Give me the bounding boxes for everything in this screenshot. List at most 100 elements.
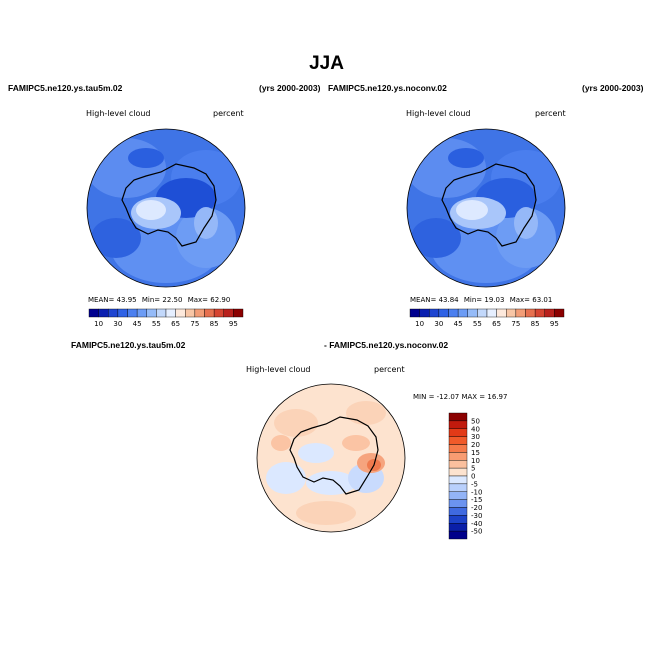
panel1-years: (yrs 2000-2003) bbox=[259, 83, 321, 93]
diff-colorbar-swatch bbox=[448, 515, 468, 524]
panel2-max-value: 63.01 bbox=[532, 296, 553, 304]
panel2-units-label: percent bbox=[535, 109, 566, 118]
diff-colorbar-swatch bbox=[448, 507, 468, 516]
panel2-colorbar-swatch bbox=[496, 308, 507, 318]
diff-min-max: MIN = -12.07 MAX = 16.97 bbox=[413, 393, 508, 401]
diff-colorbar-swatch bbox=[448, 412, 468, 422]
diff-colorbar-tick-label: 20 bbox=[471, 441, 480, 449]
panel2-colorbar-swatch bbox=[477, 308, 488, 318]
panel2-colorbar-swatch bbox=[419, 308, 430, 318]
panel1-colorbar-tick-label: 85 bbox=[210, 320, 219, 328]
panel1-colorbar-swatch bbox=[117, 308, 128, 318]
diff-subtracted-case: - FAMIPC5.ne120.ys.noconv.02 bbox=[324, 340, 449, 350]
diff-colorbar-tick-label: 10 bbox=[471, 457, 480, 465]
panel1-colorbar-swatch bbox=[156, 308, 167, 318]
panel2-colorbar-tick-label: 55 bbox=[473, 320, 482, 328]
panel2-colorbar-swatch bbox=[457, 308, 468, 318]
panel1-colorbar-tick-label: 65 bbox=[171, 320, 180, 328]
diff-colorbar-swatch bbox=[448, 483, 468, 492]
panel2-colorbar-swatch bbox=[438, 308, 449, 318]
panel2-stats: MEAN= 43.84 Min= 19.03 Max= 63.01 bbox=[410, 296, 552, 304]
panel1-colorbar-swatch bbox=[204, 308, 215, 318]
diff-map bbox=[256, 383, 406, 533]
panel1-colorbar-swatch bbox=[185, 308, 196, 318]
panel1-min-label: Min= bbox=[141, 296, 161, 304]
panel2-map bbox=[406, 128, 566, 288]
diff-colorbar-tick-label: -30 bbox=[471, 512, 482, 520]
panel1-colorbar-swatch bbox=[98, 308, 109, 318]
diff-colorbar-tick-label: 15 bbox=[471, 449, 480, 457]
panel2-mean-label: MEAN= bbox=[410, 296, 437, 304]
panel2-colorbar-tick-label: 85 bbox=[531, 320, 540, 328]
panel2-colorbar-tick-label: 65 bbox=[492, 320, 501, 328]
panel1-antarctica-outline bbox=[121, 163, 217, 247]
diff-colorbar-swatch bbox=[448, 428, 468, 437]
panel1-mean-label: MEAN= bbox=[88, 296, 115, 304]
panel1-map bbox=[86, 128, 246, 288]
panel2-mean-value: 43.84 bbox=[438, 296, 459, 304]
panel1-colorbar: 10 30 45 55 65 75 85 95 bbox=[88, 308, 244, 328]
panel2-colorbar-swatch bbox=[467, 308, 478, 318]
diff-colorbar-swatch bbox=[448, 467, 468, 477]
diff-colorbar-tick-label: -40 bbox=[471, 520, 482, 528]
panel2-colorbar-tick-label: 75 bbox=[511, 320, 520, 328]
panel2-colorbar-tick-label: 45 bbox=[454, 320, 463, 328]
diff-colorbar-swatch bbox=[448, 491, 468, 500]
diff-units-label: percent bbox=[374, 365, 405, 374]
diff-colorbar-swatch bbox=[448, 420, 468, 429]
diff-colorbar-tick-label: 30 bbox=[471, 433, 480, 441]
panel1-colorbar-swatch bbox=[127, 308, 138, 318]
diff-colorbar-tick-label: -20 bbox=[471, 504, 482, 512]
panel1-colorbar-tick-label: 10 bbox=[94, 320, 103, 328]
panel1-colorbar-swatch bbox=[233, 308, 244, 318]
panel1-case-name: FAMIPC5.ne120.ys.tau5m.02 bbox=[8, 83, 123, 93]
panel2-colorbar-swatch bbox=[525, 308, 536, 318]
panel2-years: (yrs 2000-2003) bbox=[582, 83, 644, 93]
diff-colorbar-swatch bbox=[448, 523, 468, 532]
panel1-mean-value: 43.95 bbox=[116, 296, 137, 304]
diff-colorbar-swatch bbox=[448, 475, 468, 485]
panel1-colorbar-tick-label: 30 bbox=[113, 320, 122, 328]
panel1-max-value: 62.90 bbox=[210, 296, 231, 304]
diff-colorbar-tick-label: -10 bbox=[471, 488, 482, 496]
panel2-colorbar-tick-label: 95 bbox=[550, 320, 559, 328]
diff-colorbar-swatch bbox=[448, 444, 468, 453]
panel1-colorbar-tick-label: 45 bbox=[133, 320, 142, 328]
panel1-max-label: Max= bbox=[187, 296, 209, 304]
panel1-colorbar-tick-label: 55 bbox=[152, 320, 161, 328]
panel1-colorbar-tick-label: 95 bbox=[229, 320, 238, 328]
panel1-colorbar-swatch bbox=[136, 308, 147, 318]
panel2-colorbar: 10 30 45 55 65 75 85 95 bbox=[409, 308, 565, 328]
panel2-max-label: Max= bbox=[509, 296, 531, 304]
diff-antarctica-outline bbox=[289, 416, 379, 495]
panel2-case-name: FAMIPC5.ne120.ys.noconv.02 bbox=[328, 83, 447, 93]
panel1-colorbar-tick-label: 75 bbox=[190, 320, 199, 328]
panel2-colorbar-tick-label: 30 bbox=[434, 320, 443, 328]
panel1-units-label: percent bbox=[213, 109, 244, 118]
panel2-colorbar-swatch bbox=[554, 308, 565, 318]
diff-variable-label: High-level cloud bbox=[246, 365, 311, 374]
diff-colorbar-swatch bbox=[448, 460, 468, 469]
panel2-colorbar-swatch bbox=[506, 308, 517, 318]
panel2-colorbar-swatch bbox=[486, 308, 497, 318]
panel1-colorbar-swatch bbox=[165, 308, 176, 318]
diff-colorbar-swatch bbox=[448, 452, 468, 461]
panel1-colorbar-swatch bbox=[213, 308, 224, 318]
diff-colorbar-tick-label: -15 bbox=[471, 496, 482, 504]
panel2-antarctica-outline bbox=[441, 163, 537, 247]
diff-colorbar-tick-label: 5 bbox=[471, 465, 475, 473]
diff-case-name: FAMIPC5.ne120.ys.tau5m.02 bbox=[71, 340, 186, 350]
panel2-variable-label: High-level cloud bbox=[406, 109, 471, 118]
panel1-colorbar-swatch bbox=[223, 308, 234, 318]
diff-colorbar-tick-label: 50 bbox=[471, 417, 480, 425]
panel2-colorbar-swatch bbox=[544, 308, 555, 318]
panel2-colorbar-swatch bbox=[409, 308, 420, 318]
diff-colorbar-tick-label: 0 bbox=[471, 473, 475, 481]
panel2-colorbar-swatch bbox=[448, 308, 459, 318]
panel1-colorbar-swatch bbox=[175, 308, 186, 318]
panel1-min-value: 22.50 bbox=[162, 296, 183, 304]
figure-title: JJA bbox=[309, 53, 344, 74]
diff-colorbar-swatch bbox=[448, 436, 468, 445]
panel1-colorbar-swatch bbox=[146, 308, 157, 318]
panel2-colorbar-swatch bbox=[515, 308, 526, 318]
